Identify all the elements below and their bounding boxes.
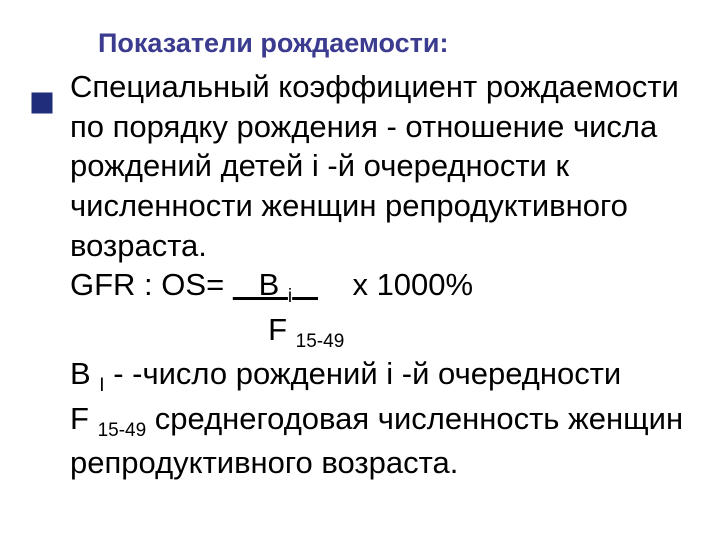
para-line-1: Специальный коэффициент рождаемости [70,69,679,104]
formula-mult: х 1000% [318,267,473,302]
def1-symbol: В [70,356,99,391]
formula-denom: F [268,312,296,347]
para-line-2: по порядку рождения - отношение числа ро… [70,109,657,263]
formula-num-left: В [233,267,288,302]
def2-text: среднегодовая численность женщин репроду… [70,401,683,481]
formula-numerator: В i [233,267,318,302]
formula-line: GFR : OS= В i х 1000% [70,267,473,302]
formula-denom-sub: 15-49 [296,331,345,352]
body-text: Специальный коэффициент рождаемости по п… [70,67,688,483]
def1-text: - -число рождений i -й очередности [105,356,622,391]
bullet-icon [28,87,56,115]
bullet-rect [32,93,53,114]
def2-sub: 15-49 [98,420,147,441]
formula-prefix: GFR : OS= [70,267,233,302]
slide-container: Показатели рождаемости: Специальный коэф… [0,0,720,515]
formula-denom-line [70,312,268,347]
def2-symbol: F [70,401,98,436]
formula-num-right [292,267,318,302]
slide-title: Показатели рождаемости: [98,28,688,59]
